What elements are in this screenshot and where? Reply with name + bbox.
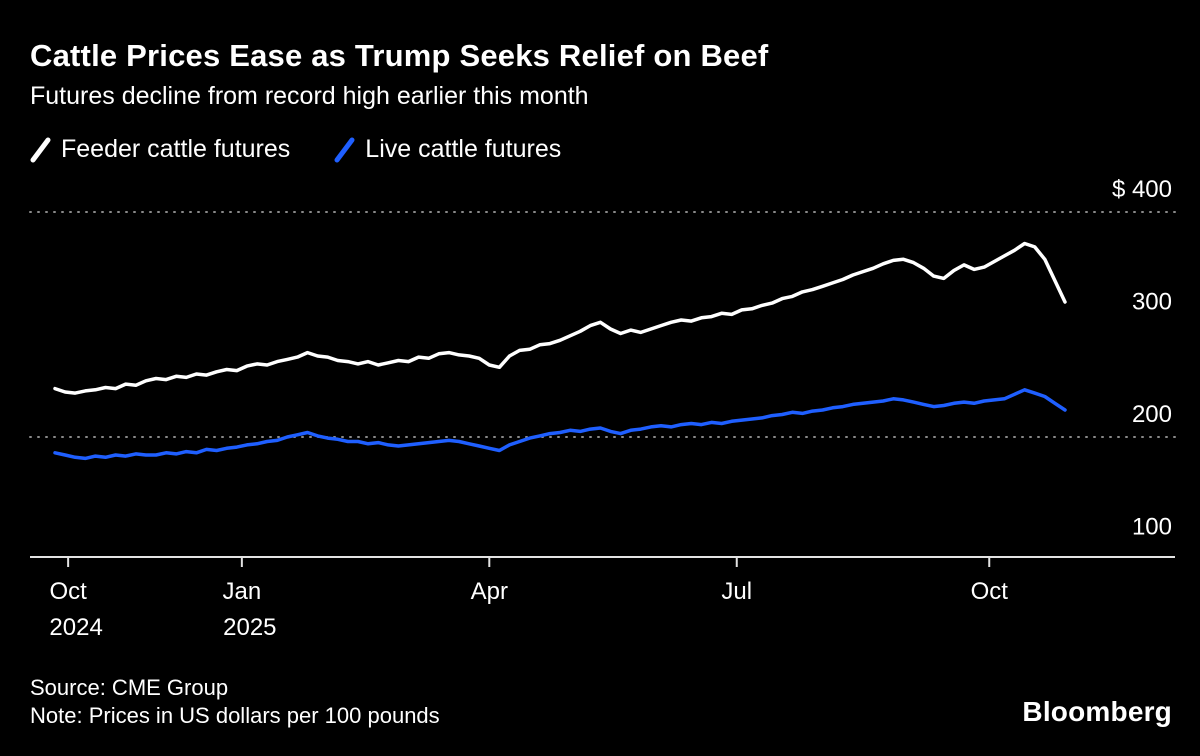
y-axis-label: $ 400 — [1112, 176, 1172, 203]
note-label: Note: Prices in US dollars per 100 pound… — [30, 703, 440, 728]
legend-label-feeder: Feeder cattle futures — [61, 135, 291, 163]
source-label: Source: CME Group — [30, 675, 229, 700]
x-axis-year-label: 2024 — [49, 614, 102, 641]
legend-item-feeder: Feeder cattle futures — [30, 135, 290, 164]
chart-legend: Feeder cattle futures Live cattle future… — [30, 135, 561, 164]
feeder-series-slash-icon — [30, 137, 51, 162]
chart-subtitle: Futures decline from record high earlier… — [30, 82, 589, 110]
legend-item-live: Live cattle futures — [334, 135, 561, 164]
page-title: Cattle Prices Ease as Trump Seeks Relief… — [30, 38, 769, 73]
y-axis-label: 300 — [1132, 289, 1172, 316]
y-axis-label: 100 — [1132, 514, 1172, 541]
live-series-slash-icon — [334, 137, 355, 162]
series-line-feeder-cattle-futures — [53, 241, 1067, 395]
series-line-live-cattle-futures — [53, 388, 1067, 461]
legend-label-live: Live cattle futures — [365, 135, 562, 163]
x-axis-label: Oct — [49, 578, 87, 605]
x-axis-label: Jan — [222, 578, 261, 605]
x-axis-label: Jul — [721, 578, 752, 605]
bloomberg-logo: Bloomberg — [1022, 696, 1172, 727]
x-axis-year-label: 2025 — [223, 614, 276, 641]
x-axis-label: Apr — [471, 578, 508, 605]
x-axis-label: Oct — [971, 578, 1009, 605]
y-axis-label: 200 — [1132, 401, 1172, 428]
